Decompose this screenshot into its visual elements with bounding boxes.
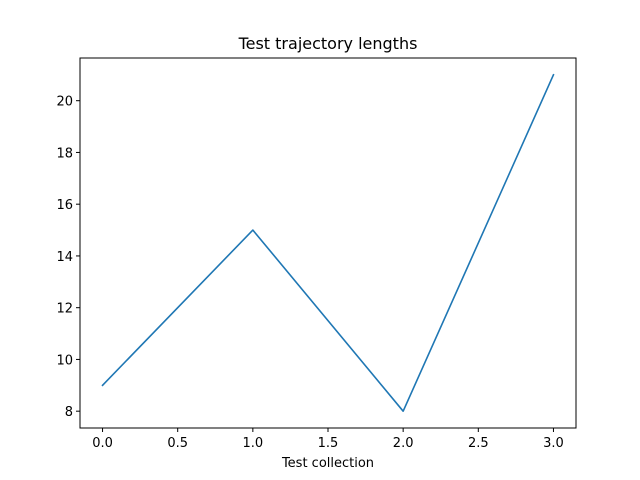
x-axis-label: Test collection [281, 456, 374, 471]
series-layer [101, 73, 555, 412]
x-tick-label: 1.0 [243, 436, 264, 451]
y-axis-ticks: 8 10 12 14 16 18 20 [56, 95, 80, 420]
series-line [101, 73, 555, 412]
plot-area-frame [79, 57, 577, 429]
y-tick-label: 12 [56, 302, 73, 317]
x-axis-ticks: 0.0 0.5 1.0 1.5 2.0 2.5 3.0 [92, 428, 564, 451]
y-tick-label: 18 [56, 146, 73, 161]
y-tick-label: 14 [56, 250, 73, 265]
x-tick-label: 2.0 [393, 436, 414, 451]
x-tick-label: 2.5 [468, 436, 489, 451]
y-tick-label: 10 [56, 353, 73, 368]
y-tick-label: 16 [56, 198, 73, 213]
y-tick-label: 20 [56, 95, 73, 110]
x-tick-label: 0.5 [167, 436, 188, 451]
chart-title: Test trajectory lengths [238, 34, 418, 53]
x-tick-label: 3.0 [543, 436, 564, 451]
x-tick-label: 1.5 [318, 436, 339, 451]
y-tick-label: 8 [65, 405, 73, 420]
x-tick-label: 0.0 [92, 436, 113, 451]
